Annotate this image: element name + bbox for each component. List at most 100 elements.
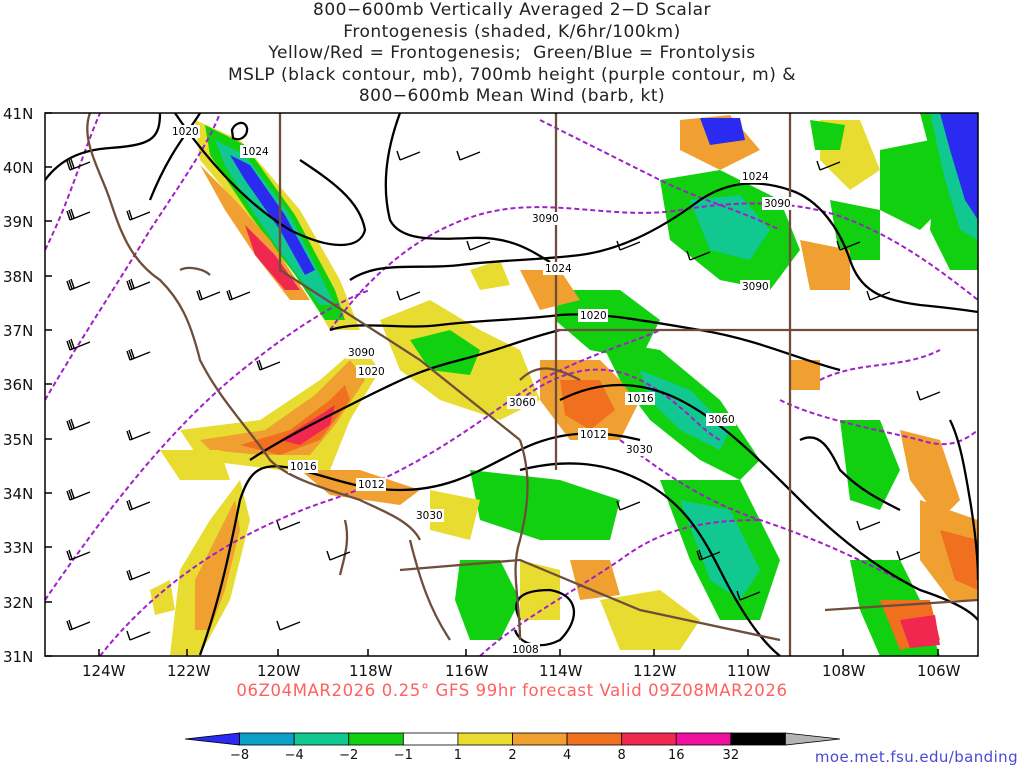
lon-label: 116W <box>445 662 489 680</box>
svg-text:1012: 1012 <box>358 479 385 491</box>
lon-label: 120W <box>257 662 301 680</box>
colorbar-swatch <box>730 732 786 746</box>
colorbar-tick-label: 4 <box>563 748 571 763</box>
lat-label: 36N <box>3 376 33 394</box>
lat-ticks <box>45 112 52 657</box>
colorbar-tick-label: −2 <box>339 748 358 763</box>
colorbar-swatch <box>512 732 568 746</box>
svg-text:1020: 1020 <box>580 310 607 322</box>
svg-text:3030: 3030 <box>626 444 653 456</box>
mslp-label: 1012 <box>578 428 608 441</box>
lon-labels: 124W 122W 120W 118W 116W 114W 112W 110W … <box>82 662 961 680</box>
svg-text:3090: 3090 <box>742 281 769 293</box>
colorbar-swatch <box>239 732 295 746</box>
svg-text:1008: 1008 <box>512 644 539 656</box>
height-label: 3060 <box>507 396 537 409</box>
credit-url[interactable]: moe.met.fsu.edu/banding <box>814 748 1018 766</box>
title-line-4: MSLP (black contour, mb), 700mb height (… <box>227 64 797 85</box>
lat-label: 34N <box>3 485 33 503</box>
colorbar-tick-label: −8 <box>230 748 249 763</box>
lat-label: 41N <box>3 105 33 123</box>
mslp-label: 1008 <box>510 643 540 656</box>
lat-label: 39N <box>3 213 33 231</box>
title-line-3: Yellow/Red = Frontogenesis; Green/Blue =… <box>268 43 756 63</box>
lon-label: 110W <box>727 662 771 680</box>
mslp-label: 1020 <box>578 309 608 322</box>
mslp-contours <box>45 113 978 656</box>
lon-label: 108W <box>822 662 866 680</box>
svg-text:3090: 3090 <box>348 347 375 359</box>
height-label: 3090 <box>530 212 560 225</box>
lat-label: 32N <box>3 594 33 612</box>
lat-label: 37N <box>3 322 33 340</box>
svg-text:3090: 3090 <box>764 198 791 210</box>
svg-text:1020: 1020 <box>358 366 385 378</box>
height-label: 3090 <box>346 346 376 359</box>
mslp-label: 1016 <box>288 460 318 473</box>
chart-title: 800−600mb Vertically Averaged 2−D Scalar… <box>0 0 1024 108</box>
svg-text:3090: 3090 <box>532 213 559 225</box>
contour-labels: 1020 1024 1020 1016 1012 1012 1016 1020 … <box>170 125 792 656</box>
colorbar-tick-label: 1 <box>454 748 462 763</box>
height-label: 3090 <box>740 280 770 293</box>
colorbar-tick-label: 32 <box>723 748 740 763</box>
lat-label: 31N <box>3 648 33 666</box>
svg-text:1024: 1024 <box>742 171 769 183</box>
lon-label: 122W <box>167 662 211 680</box>
mslp-label: 1024 <box>240 145 270 158</box>
height-label: 3090 <box>762 197 792 210</box>
svg-text:3030: 3030 <box>416 510 443 522</box>
lon-label: 114W <box>539 662 583 680</box>
lon-label: 112W <box>633 662 677 680</box>
lon-ticks <box>98 649 939 656</box>
lon-label: 124W <box>82 662 126 680</box>
title-line-1: 800−600mb Vertically Averaged 2−D Scalar <box>313 0 711 20</box>
svg-text:1016: 1016 <box>290 461 317 473</box>
colorbar: −8 −4 −2 −1 1 2 4 8 16 32 <box>184 732 841 763</box>
forecast-valid-line: 06Z04MAR2026 0.25° GFS 99hr forecast Val… <box>236 681 788 700</box>
mslp-label: 1012 <box>356 478 386 491</box>
lat-label: 40N <box>3 159 33 177</box>
colorbar-tick-label: −1 <box>394 748 413 763</box>
colorbar-swatch <box>457 732 513 746</box>
mslp-label: 1020 <box>170 125 200 138</box>
lat-label: 33N <box>3 539 33 557</box>
mslp-label: 1024 <box>740 170 770 183</box>
colorbar-swatch <box>293 732 350 746</box>
mslp-label: 1016 <box>625 392 655 405</box>
lon-label: 106W <box>917 662 961 680</box>
colorbar-swatch <box>675 732 732 746</box>
height-label: 3030 <box>414 509 444 522</box>
svg-text:3060: 3060 <box>509 397 536 409</box>
colorbar-swatch <box>402 732 459 746</box>
svg-text:1012: 1012 <box>580 429 607 441</box>
colorbar-tick-label: −4 <box>285 748 304 763</box>
height-label: 3060 <box>706 413 736 426</box>
colorbar-swatch <box>566 732 623 746</box>
title-line-5: 800−600mb Mean Wind (barb, kt) <box>358 86 666 106</box>
height-label: 3030 <box>624 443 654 456</box>
frontogenesis-shading <box>150 113 978 656</box>
mslp-label: 1020 <box>356 365 386 378</box>
lon-label: 118W <box>349 662 393 680</box>
svg-text:1020: 1020 <box>172 126 199 138</box>
mslp-label: 1024 <box>543 262 573 275</box>
lat-labels: 41N 40N 39N 38N 37N 36N 35N 34N 33N 32N … <box>3 105 33 666</box>
lat-label: 38N <box>3 268 33 286</box>
colorbar-swatch <box>184 732 240 746</box>
colorbar-swatch <box>785 732 841 746</box>
svg-text:3060: 3060 <box>708 414 735 426</box>
colorbar-tick-label: 8 <box>618 748 626 763</box>
svg-text:1024: 1024 <box>545 263 572 275</box>
colorbar-swatch <box>348 732 404 746</box>
height-contours <box>45 113 978 656</box>
title-line-2: Frontogenesis (shaded, K/6hr/100km) <box>343 21 681 42</box>
lat-label: 35N <box>3 431 33 449</box>
svg-text:1024: 1024 <box>242 146 269 158</box>
colorbar-tick-label: 2 <box>508 748 516 763</box>
colorbar-tick-label: 16 <box>668 748 685 763</box>
svg-text:1016: 1016 <box>627 393 654 405</box>
wind-barbs <box>66 150 941 641</box>
colorbar-swatch <box>621 732 677 746</box>
